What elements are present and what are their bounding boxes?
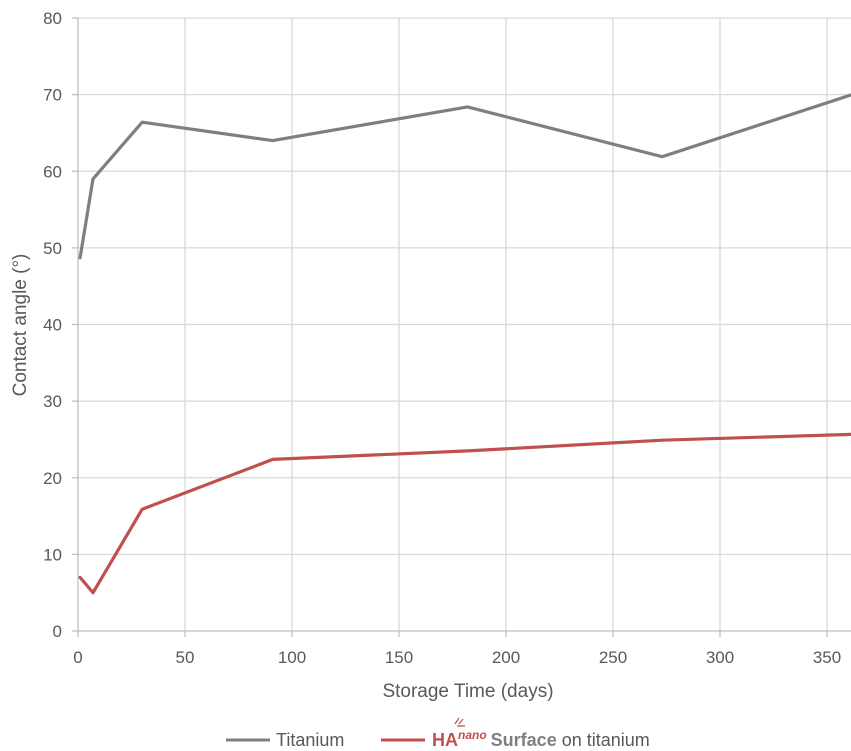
legend-ha-prefix: HA — [432, 730, 458, 750]
legend-ha-surface: Surface — [491, 730, 557, 750]
tick-labels: 0 10 20 30 40 50 60 70 80 0 50 100 150 200 250 300 350 — [43, 9, 841, 667]
y-tick-label: 30 — [43, 392, 62, 411]
x-tick-label: 350 — [813, 648, 841, 667]
legend-ha-sup: nano — [458, 728, 487, 742]
y-tick-label: 0 — [53, 622, 62, 641]
x-tick-label: 200 — [492, 648, 520, 667]
gridlines — [78, 17, 851, 631]
axes — [72, 17, 851, 637]
x-tick-label: 300 — [706, 648, 734, 667]
legend: Titanium HAnano Surface on titanium — [226, 717, 650, 750]
x-tick-label: 100 — [278, 648, 306, 667]
series-line-0 — [78, 93, 851, 260]
y-tick-label: 50 — [43, 239, 62, 258]
series-line-1 — [78, 432, 851, 595]
series-lines — [78, 93, 851, 595]
x-tick-label: 50 — [176, 648, 195, 667]
legend-ha-suffix: on titanium — [562, 730, 650, 750]
y-tick-label: 10 — [43, 545, 62, 564]
hanano-logo-mark — [454, 717, 465, 727]
legend-label-titanium: Titanium — [276, 730, 344, 750]
x-axis-title: Storage Time (days) — [382, 681, 553, 702]
y-axis-title: Contact angle (°) — [10, 254, 31, 397]
y-tick-label: 70 — [43, 86, 62, 105]
y-tick-label: 80 — [43, 9, 62, 28]
x-tick-label: 250 — [599, 648, 627, 667]
x-tick-label: 150 — [385, 648, 413, 667]
legend-label-hanano: HAnano Surface on titanium — [432, 728, 650, 750]
x-tick-label: 0 — [73, 648, 82, 667]
y-tick-label: 20 — [43, 469, 62, 488]
y-tick-label: 60 — [43, 162, 62, 181]
y-tick-label: 40 — [43, 316, 62, 335]
